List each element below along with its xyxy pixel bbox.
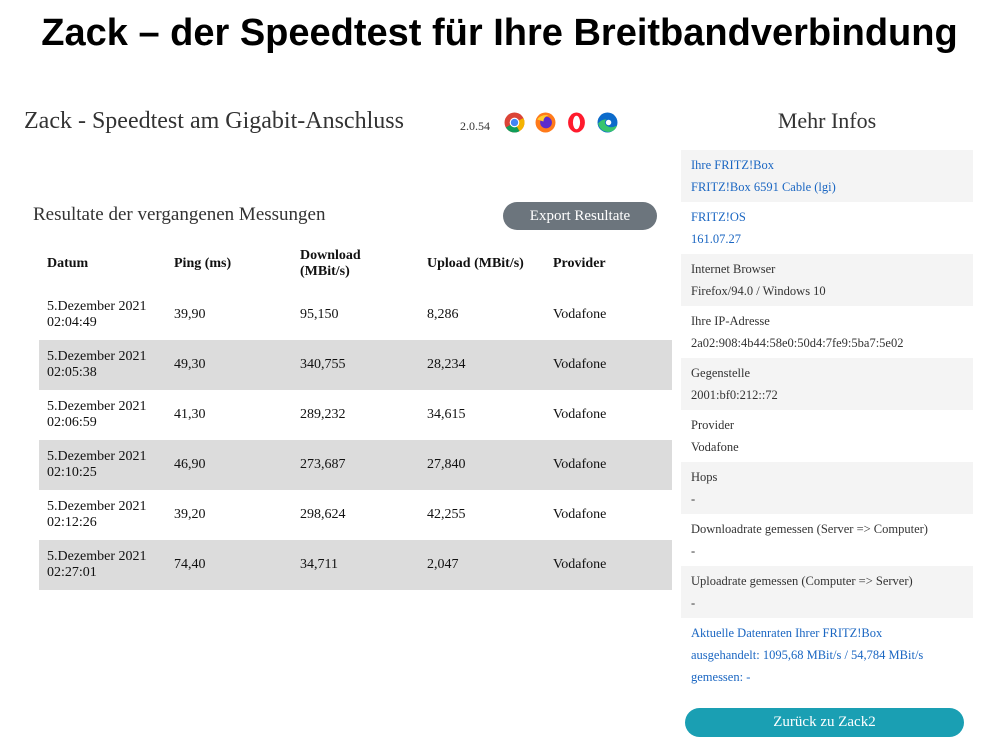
info-label: Hops: [691, 470, 718, 484]
info-item-download-rate: Downloadrate gemessen (Server => Compute…: [681, 514, 973, 566]
info-label: Uploadrate gemessen (Computer => Server): [691, 574, 913, 588]
info-label: FRITZ!OS: [691, 210, 746, 224]
table-row: 5.Dezember 2021 02:06:59 41,30 289,232 34…: [39, 390, 672, 440]
cell-upload: 28,234: [427, 357, 466, 372]
date-text: 5.Dezember 2021: [47, 349, 147, 364]
cell-provider: Vodafone: [553, 357, 607, 372]
cell-ping: 39,20: [174, 507, 206, 522]
info-label: Internet Browser: [691, 262, 776, 276]
info-label: Gegenstelle: [691, 366, 751, 380]
date-text: 5.Dezember 2021: [47, 449, 147, 464]
cell-download: 34,711: [300, 557, 338, 572]
date-text: 5.Dezember 2021: [47, 549, 147, 564]
info-item-current-rates[interactable]: Aktuelle Datenraten Ihrer FRITZ!Box ausg…: [681, 618, 973, 692]
info-item-ip-address: Ihre IP-Adresse 2a02:908:4b44:58e0:50d4:…: [681, 306, 973, 358]
browser-icons: [504, 112, 618, 133]
info-value: -: [691, 544, 696, 558]
cell-upload: 8,286: [427, 307, 459, 322]
column-header-date: Datum: [47, 256, 89, 271]
info-value: -: [691, 492, 696, 506]
cell-ping: 41,30: [174, 407, 206, 422]
table-row: 5.Dezember 2021 02:27:01 74,40 34,711 2,0…: [39, 540, 672, 590]
time-text: 02:12:26: [47, 515, 97, 530]
app-title: Zack - Speedtest am Gigabit-Anschluss: [24, 108, 404, 134]
info-item-fritzbox[interactable]: Ihre FRITZ!Box FRITZ!Box 6591 Cable (lgi…: [681, 150, 973, 202]
cell-upload: 42,255: [427, 507, 466, 522]
page-headline: Zack – der Speedtest für Ihre Breitbandv…: [41, 12, 958, 54]
measured-rates: gemessen: -: [691, 670, 751, 684]
cell-upload: 27,840: [427, 457, 466, 472]
info-item-provider: Provider Vodafone: [681, 410, 973, 462]
cell-provider: Vodafone: [553, 457, 607, 472]
date-text: 5.Dezember 2021: [47, 499, 147, 514]
cell-download: 289,232: [300, 407, 346, 422]
cell-download: 340,755: [300, 357, 346, 372]
chrome-icon: [504, 112, 525, 133]
version-label: 2.0.54: [460, 119, 490, 133]
cell-provider: Vodafone: [553, 307, 607, 322]
table-row: 5.Dezember 2021 02:12:26 39,20 298,624 42…: [39, 490, 672, 540]
info-label: Ihre FRITZ!Box: [691, 158, 774, 172]
results-table: Datum Ping (ms) Download (MBit/s) Upload…: [39, 238, 672, 590]
table-header-row: Datum Ping (ms) Download (MBit/s) Upload…: [39, 238, 672, 290]
cell-date: 5.Dezember 2021 02:05:38: [39, 340, 166, 390]
info-item-upload-rate: Uploadrate gemessen (Computer => Server)…: [681, 566, 973, 618]
cell-provider: Vodafone: [553, 407, 607, 422]
column-header-download: Download (MBit/s): [300, 248, 361, 279]
info-value: -: [691, 596, 696, 610]
current-rates-title: Aktuelle Datenraten Ihrer FRITZ!Box: [691, 626, 883, 640]
cell-ping: 39,90: [174, 307, 206, 322]
info-item-fritzos[interactable]: FRITZ!OS 161.07.27: [681, 202, 973, 254]
table-row: 5.Dezember 2021 02:10:25 46,90 273,687 27…: [39, 440, 672, 490]
cell-date: 5.Dezember 2021 02:04:49: [39, 290, 166, 340]
cell-ping: 46,90: [174, 457, 206, 472]
cell-date: 5.Dezember 2021 02:06:59: [39, 390, 166, 440]
info-item-remote: Gegenstelle 2001:bf0:212::72: [681, 358, 973, 410]
cell-upload: 34,615: [427, 407, 466, 422]
info-list: Ihre FRITZ!Box FRITZ!Box 6591 Cable (lgi…: [681, 150, 973, 692]
cell-provider: Vodafone: [553, 507, 607, 522]
info-value: 2001:bf0:212::72: [691, 388, 778, 402]
date-text: 5.Dezember 2021: [47, 299, 147, 314]
cell-date: 5.Dezember 2021 02:27:01: [39, 540, 166, 590]
cell-download: 298,624: [300, 507, 346, 522]
info-value: FRITZ!Box 6591 Cable (lgi): [691, 180, 836, 194]
edge-icon: [597, 112, 618, 133]
info-value: Firefox/94.0 / Windows 10: [691, 284, 826, 298]
info-label: Ihre IP-Adresse: [691, 314, 770, 328]
info-label: Downloadrate gemessen (Server => Compute…: [691, 522, 928, 536]
export-results-button[interactable]: Export Resultate: [503, 202, 657, 230]
back-to-zack2-button[interactable]: Zurück zu Zack2: [685, 708, 964, 737]
firefox-icon: [535, 112, 556, 133]
opera-icon: [568, 112, 585, 133]
info-value: 161.07.27: [691, 232, 741, 246]
cell-ping: 49,30: [174, 357, 206, 372]
cell-date: 5.Dezember 2021 02:12:26: [39, 490, 166, 540]
column-header-provider: Provider: [553, 256, 606, 271]
column-header-ping: Ping (ms): [174, 256, 232, 271]
time-text: 02:10:25: [47, 465, 97, 480]
cell-date: 5.Dezember 2021 02:10:25: [39, 440, 166, 490]
info-item-browser: Internet Browser Firefox/94.0 / Windows …: [681, 254, 973, 306]
info-label: Provider: [691, 418, 735, 432]
info-item-hops: Hops -: [681, 462, 973, 514]
table-row: 5.Dezember 2021 02:04:49 39,90 95,150 8,2…: [39, 290, 672, 340]
info-value: 2a02:908:4b44:58e0:50d4:7fe9:5ba7:5e02: [691, 336, 904, 350]
cell-download: 273,687: [300, 457, 346, 472]
results-title: Resultate der vergangenen Messungen: [33, 204, 326, 225]
column-header-upload: Upload (MBit/s): [427, 256, 524, 271]
sidebar-title: Mehr Infos: [777, 108, 877, 133]
cell-ping: 74,40: [174, 557, 206, 572]
cell-provider: Vodafone: [553, 557, 607, 572]
negotiated-rates: ausgehandelt: 1095,68 MBit/s / 54,784 MB…: [691, 648, 924, 662]
date-text: 5.Dezember 2021: [47, 399, 147, 414]
cell-download: 95,150: [300, 307, 339, 322]
time-text: 02:04:49: [47, 315, 97, 330]
time-text: 02:27:01: [47, 565, 97, 580]
time-text: 02:06:59: [47, 415, 97, 430]
info-value: Vodafone: [691, 440, 739, 454]
cell-upload: 2,047: [427, 557, 459, 572]
table-row: 5.Dezember 2021 02:05:38 49,30 340,755 28…: [39, 340, 672, 390]
time-text: 02:05:38: [47, 365, 97, 380]
